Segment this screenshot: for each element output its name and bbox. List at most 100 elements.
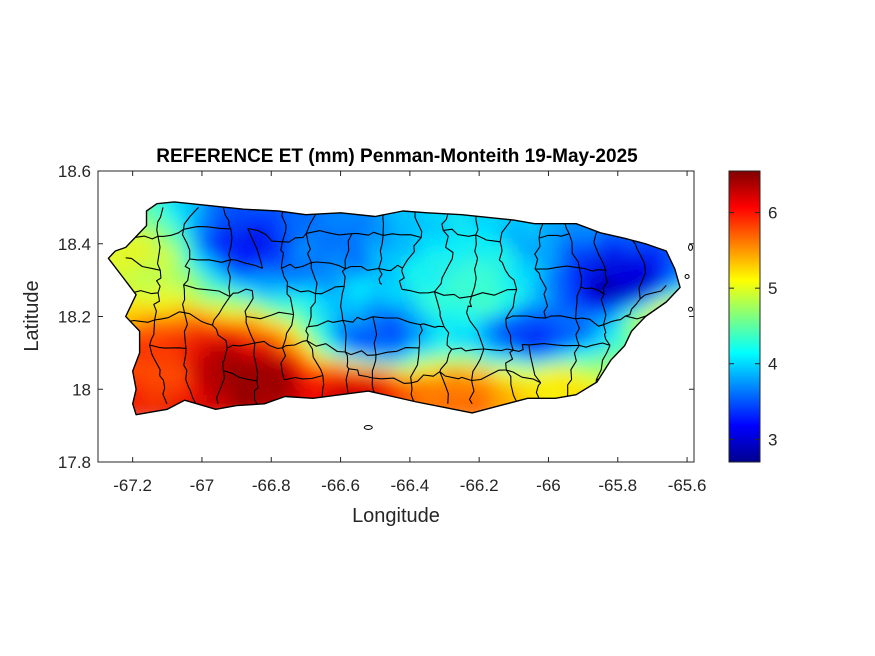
municipality-boundary bbox=[575, 286, 582, 319]
municipality-boundary bbox=[579, 342, 611, 348]
small-island bbox=[363, 424, 373, 430]
y-tick-label: 18 bbox=[72, 380, 91, 399]
municipality-boundary bbox=[433, 291, 445, 327]
municipality-boundary bbox=[281, 262, 312, 269]
municipality-boundary bbox=[372, 316, 421, 326]
x-tick-label: -66.6 bbox=[321, 476, 360, 495]
municipality-boundary bbox=[223, 370, 258, 382]
municipality-boundary bbox=[538, 233, 570, 239]
x-tick-label: -65.8 bbox=[598, 476, 637, 495]
municipality-boundary bbox=[466, 312, 485, 350]
municipality-boundary bbox=[226, 342, 255, 349]
x-tick-label: -67.2 bbox=[113, 476, 152, 495]
municipality-boundary bbox=[595, 345, 611, 381]
municipality-boundary bbox=[286, 285, 316, 295]
municipality-boundary bbox=[378, 268, 383, 285]
municipality-boundary bbox=[505, 315, 546, 320]
municipality-boundary bbox=[471, 348, 485, 381]
municipality-boundary bbox=[254, 340, 283, 350]
municipality-boundary bbox=[247, 227, 283, 243]
municipality-boundary bbox=[414, 207, 423, 238]
municipality-boundary bbox=[183, 258, 191, 286]
municipality-boundary bbox=[451, 347, 484, 352]
y-axis-label: Latitude bbox=[21, 280, 43, 351]
municipality-boundary bbox=[156, 270, 162, 293]
small-island bbox=[688, 306, 694, 312]
municipality-boundary bbox=[157, 228, 184, 237]
municipality-boundary bbox=[470, 262, 478, 297]
colorbar-tick-label: 6 bbox=[768, 204, 777, 223]
municipality-boundary bbox=[149, 344, 161, 376]
municipality-boundary bbox=[442, 230, 454, 259]
municipality-boundary bbox=[159, 375, 168, 405]
municipality-boundary bbox=[189, 258, 231, 263]
x-tick-label: -67 bbox=[190, 476, 215, 495]
municipality-boundary bbox=[310, 262, 318, 294]
municipality-boundary bbox=[286, 285, 295, 315]
y-tick-label: 18.4 bbox=[58, 235, 91, 254]
municipality-boundary bbox=[628, 235, 645, 264]
municipality-boundary bbox=[579, 267, 606, 272]
municipality-boundary bbox=[471, 289, 517, 297]
municipality-boundary bbox=[156, 236, 161, 271]
colorbar-tick-label: 3 bbox=[768, 430, 777, 449]
municipality-boundary bbox=[149, 319, 156, 346]
municipality-boundaries bbox=[125, 207, 667, 405]
et-field bbox=[107, 201, 694, 430]
x-tick-label: -65.6 bbox=[668, 476, 707, 495]
colorbar-tick-label: 4 bbox=[768, 355, 777, 374]
municipality-boundary bbox=[185, 379, 197, 405]
municipality-boundary bbox=[247, 228, 264, 269]
municipality-boundary bbox=[230, 259, 263, 269]
municipality-boundary bbox=[156, 207, 164, 237]
municipality-boundary bbox=[182, 207, 199, 230]
y-tick-label: 18.2 bbox=[58, 308, 91, 327]
municipality-boundary bbox=[575, 317, 604, 327]
municipality-boundary bbox=[372, 377, 412, 384]
municipality-boundary bbox=[443, 228, 476, 237]
x-tick-label: -66 bbox=[536, 476, 561, 495]
municipality-boundary bbox=[505, 349, 514, 371]
municipality-boundary bbox=[439, 371, 472, 382]
municipality-boundary bbox=[580, 286, 605, 295]
colorbar-tick-label: 5 bbox=[768, 279, 777, 298]
municipality-boundary bbox=[534, 265, 580, 270]
municipality-boundary bbox=[602, 324, 611, 346]
municipality-boundary bbox=[505, 369, 518, 405]
municipality-boundary bbox=[528, 343, 580, 347]
municipality-boundary bbox=[306, 340, 324, 376]
municipality-boundary bbox=[342, 320, 347, 353]
municipality-boundary bbox=[305, 326, 309, 341]
municipality-boundary bbox=[371, 354, 377, 379]
municipality-boundary bbox=[342, 316, 374, 323]
municipality-boundary bbox=[568, 233, 580, 268]
municipality-boundary bbox=[282, 233, 307, 243]
municipality-boundary bbox=[306, 340, 346, 353]
x-tick-label: -66.4 bbox=[390, 476, 429, 495]
municipality-boundary bbox=[125, 319, 155, 323]
municipality-boundary bbox=[534, 268, 547, 289]
municipality-boundary bbox=[443, 326, 453, 350]
municipality-boundary bbox=[182, 284, 186, 313]
municipality-boundary bbox=[253, 380, 259, 405]
municipality-boundary bbox=[340, 286, 345, 321]
municipality-boundary bbox=[434, 291, 472, 299]
y-axis: 17.8 18 18.2 18.4 18.6 bbox=[58, 162, 694, 472]
municipality-boundary bbox=[280, 241, 285, 269]
municipality-boundary bbox=[311, 261, 346, 270]
municipality-boundary bbox=[183, 348, 188, 380]
municipality-boundary bbox=[593, 242, 607, 271]
municipality-boundary bbox=[419, 323, 445, 328]
small-islands bbox=[363, 243, 694, 430]
municipality-boundary bbox=[345, 265, 379, 271]
municipality-boundary bbox=[578, 267, 583, 288]
municipality-boundary bbox=[211, 296, 231, 326]
municipality-boundary bbox=[308, 319, 343, 328]
x-tick-label: -66.8 bbox=[252, 476, 291, 495]
municipality-boundary bbox=[306, 230, 352, 236]
municipality-boundary bbox=[398, 267, 405, 290]
municipality-boundary bbox=[401, 288, 435, 294]
y-tick-label: 18.6 bbox=[58, 162, 91, 181]
municipality-boundary bbox=[506, 369, 541, 384]
municipality-boundary bbox=[410, 347, 420, 383]
